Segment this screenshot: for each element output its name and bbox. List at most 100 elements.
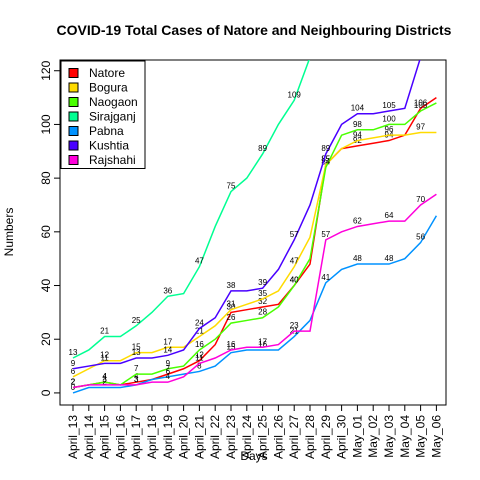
legend-swatch — [68, 82, 79, 93]
data-label: 35 — [258, 289, 267, 298]
data-label: 32 — [258, 297, 267, 306]
legend-label: Pabna — [89, 124, 124, 138]
data-label: 106 — [414, 98, 428, 107]
data-label: 2 — [71, 378, 76, 387]
data-label: 85 — [321, 155, 330, 164]
data-label: 57 — [290, 230, 299, 239]
data-label: 7 — [134, 364, 139, 373]
legend-label: Natore — [89, 66, 125, 80]
data-label: 39 — [258, 278, 267, 287]
data-label: 2 — [102, 378, 107, 387]
y-tick-label: 20 — [39, 332, 53, 346]
data-label: 89 — [258, 144, 267, 153]
data-label: 4 — [134, 372, 139, 381]
data-label: 8 — [197, 361, 202, 370]
legend-swatch — [68, 155, 79, 165]
data-label: 12 — [195, 351, 204, 360]
data-label: 47 — [290, 257, 299, 266]
data-label: 23 — [290, 321, 299, 330]
legend-swatch — [68, 111, 79, 122]
data-label: 6 — [71, 367, 76, 376]
data-label: 57 — [321, 230, 330, 239]
data-label: 38 — [227, 281, 236, 290]
x-tick-label: April_22 — [208, 415, 222, 459]
data-label: 98 — [353, 120, 362, 129]
legend-swatch — [68, 68, 79, 78]
y-tick-label: 40 — [39, 279, 53, 293]
chart-title: COVID-19 Total Cases of Natore and Neigh… — [57, 22, 452, 38]
legend-swatch — [68, 126, 79, 136]
x-tick-label: May_05 — [414, 415, 428, 458]
x-tick-label: April_28 — [303, 415, 317, 459]
data-label: 9 — [166, 359, 171, 368]
legend-label: Rajshahi — [89, 153, 136, 167]
data-label: 125 — [414, 47, 428, 56]
data-label: 26 — [227, 313, 236, 322]
x-axis-label: Days — [240, 449, 267, 463]
data-label: 15 — [132, 343, 141, 352]
data-label: 97 — [416, 122, 425, 131]
y-tick-label: 80 — [39, 171, 53, 185]
data-label: 85 — [321, 155, 330, 164]
data-label: 56 — [416, 233, 425, 242]
legend-label: Bogura — [89, 81, 128, 95]
data-label: 16 — [258, 340, 267, 349]
data-label: 62 — [353, 216, 362, 225]
data-label: 14 — [163, 345, 172, 354]
x-tick-label: April_13 — [66, 415, 80, 459]
x-tick-label: April_29 — [319, 415, 333, 459]
data-label: 15 — [227, 343, 236, 352]
data-label: 104 — [351, 104, 365, 113]
legend-label: Naogaon — [89, 95, 138, 109]
y-tick-label: 0 — [39, 389, 53, 396]
series-line — [72, 60, 310, 359]
y-tick-label: 60 — [39, 225, 53, 239]
data-label: 3 — [134, 375, 139, 384]
y-axis-label: Numbers — [2, 208, 16, 257]
x-tick-label: April_17 — [129, 415, 143, 459]
data-label: 21 — [100, 327, 109, 336]
data-label: 12 — [100, 351, 109, 360]
data-label: 25 — [132, 316, 141, 325]
data-label: 17 — [258, 337, 267, 346]
data-label: 75 — [227, 182, 236, 191]
data-label: 41 — [321, 273, 330, 282]
data-label: 6 — [166, 367, 171, 376]
legend-label: Kushtia — [89, 139, 129, 153]
data-label: 40 — [290, 276, 299, 285]
data-label: 4 — [166, 372, 171, 381]
data-label: 47 — [195, 257, 204, 266]
plot-area: 24 47123032408592941066121517213135478594… — [69, 0, 438, 394]
data-label: 16 — [195, 340, 204, 349]
data-label: 31 — [227, 300, 236, 309]
data-label: 24 — [195, 318, 204, 327]
data-label: 16 — [227, 340, 236, 349]
data-label: 36 — [163, 286, 172, 295]
legend-label: Sirajganj — [89, 110, 136, 124]
series-line — [72, 215, 438, 394]
x-tick-label: May_03 — [382, 415, 396, 458]
x-tick-label: May_06 — [429, 415, 443, 458]
x-tick-label: April_15 — [98, 415, 112, 459]
data-label: 100 — [382, 114, 396, 123]
x-tick-label: April_30 — [335, 415, 349, 459]
data-label: 3 — [134, 375, 139, 384]
data-label: 2 — [71, 378, 76, 387]
series-line — [72, 96, 437, 389]
data-label: 4 — [102, 372, 107, 381]
x-tick-label: April_21 — [192, 415, 206, 459]
y-tick-label: 120 — [39, 60, 53, 80]
x-tick-label: April_26 — [271, 415, 285, 459]
data-label: 145 — [351, 0, 365, 3]
data-label: 11 — [100, 353, 109, 362]
data-label: 9 — [71, 359, 76, 368]
data-label: 2 — [71, 378, 76, 387]
data-label: 13 — [69, 348, 78, 357]
data-label: 28 — [258, 308, 267, 317]
data-label: 48 — [353, 254, 362, 263]
series-line — [72, 60, 421, 370]
data-label: 17 — [163, 337, 172, 346]
x-tick-label: April_14 — [82, 415, 96, 459]
plot-frame — [59, 59, 447, 406]
